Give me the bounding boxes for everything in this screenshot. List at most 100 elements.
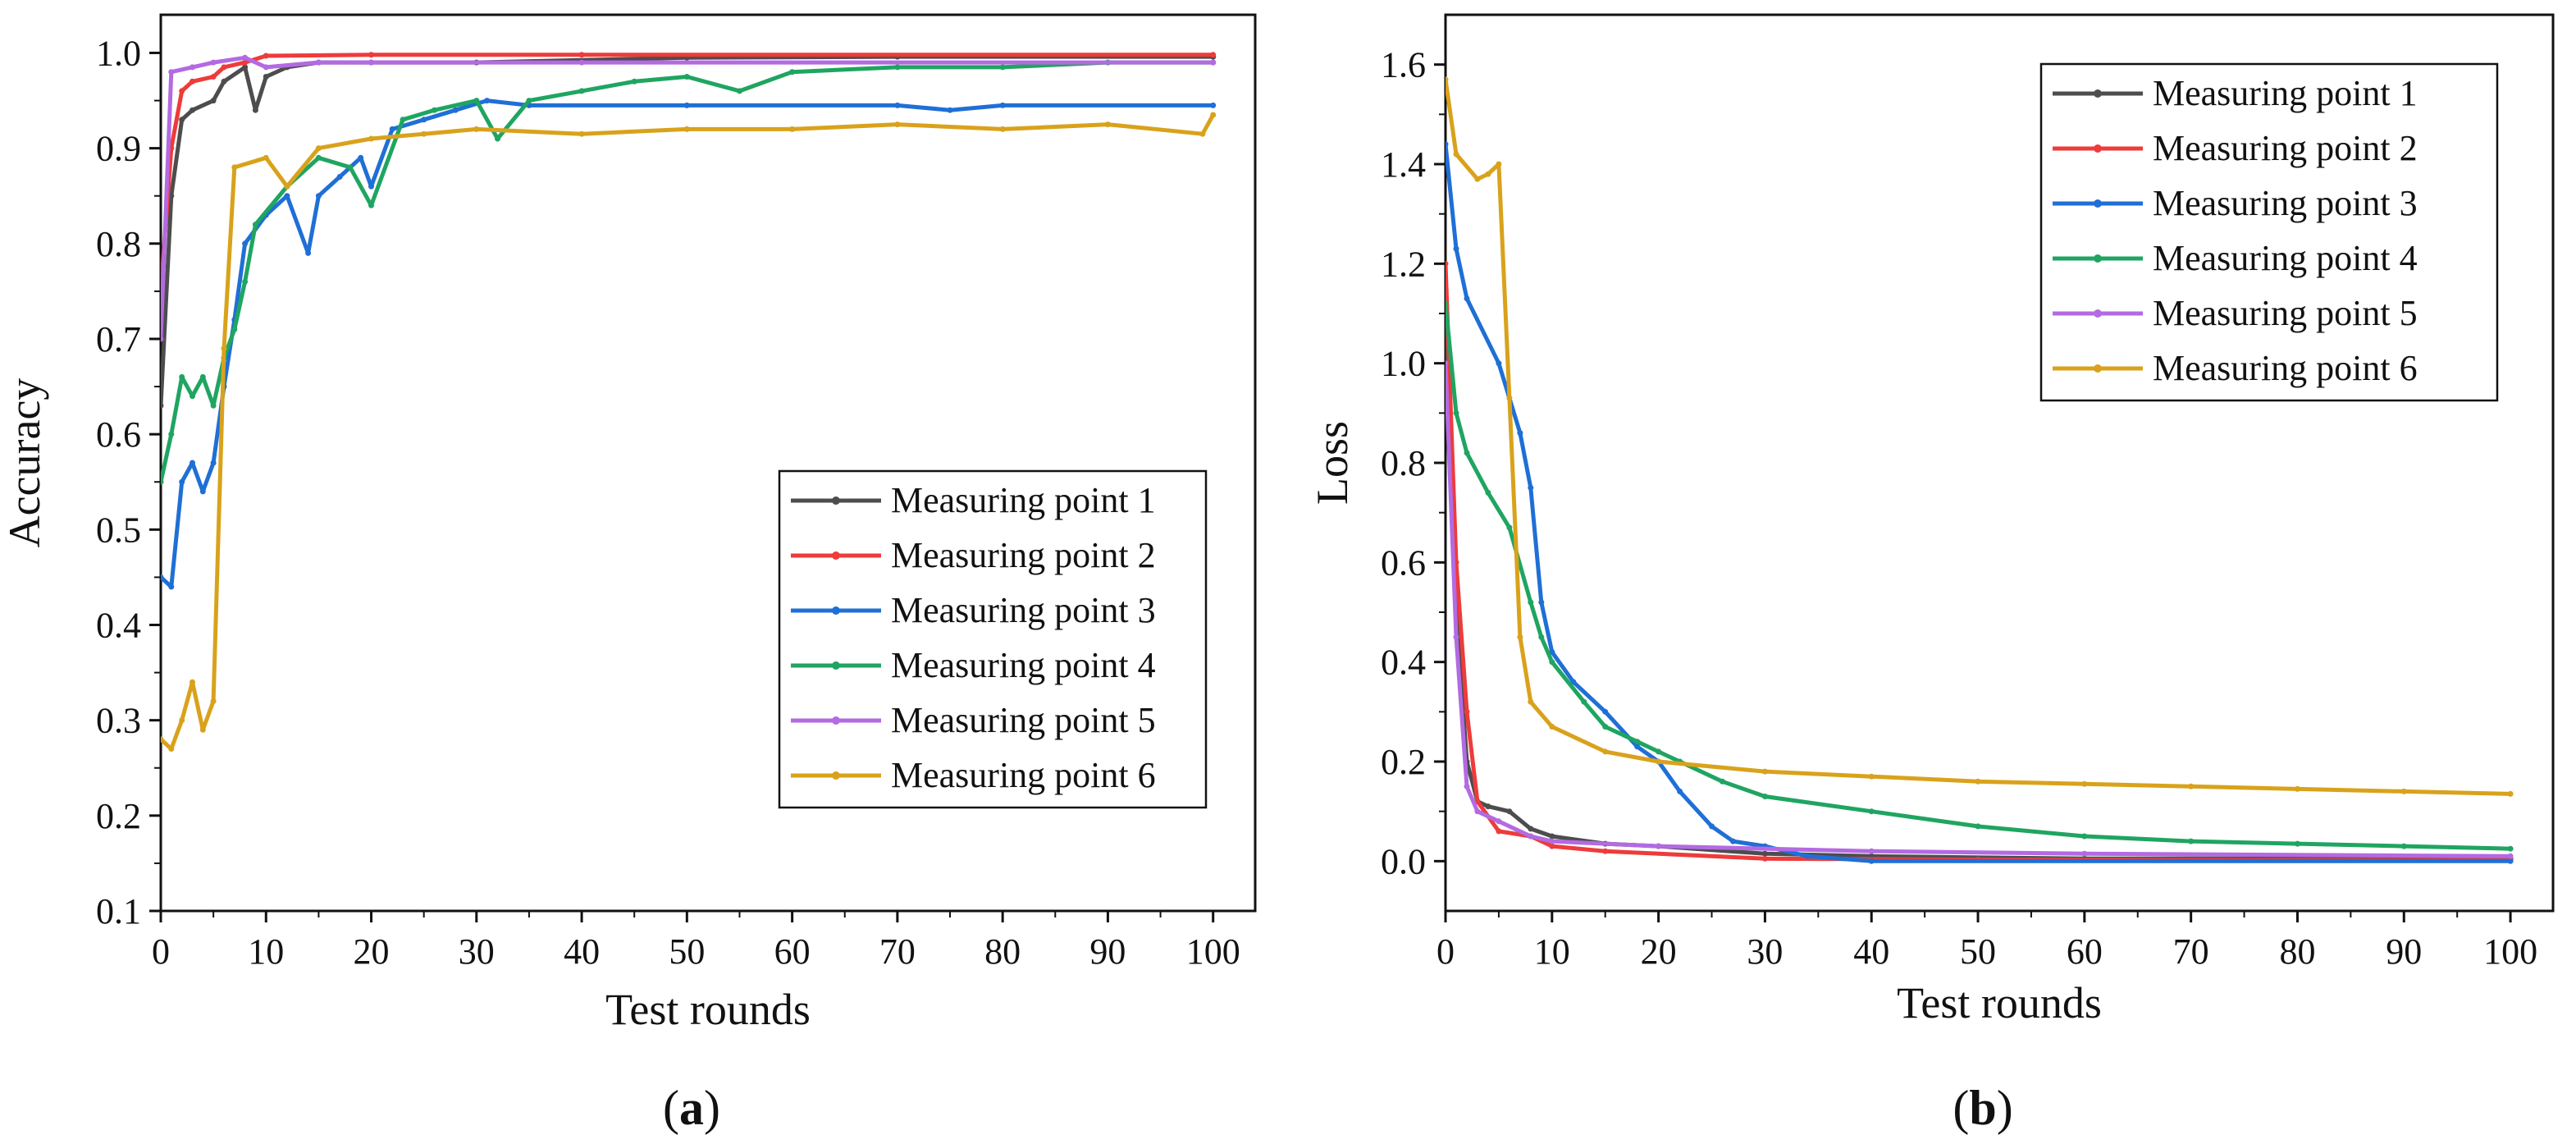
- x-tick-label: 20: [1641, 931, 1677, 972]
- x-tick-label: 0: [1436, 931, 1455, 972]
- data-point-2: [368, 52, 374, 58]
- data-point-4: [1538, 634, 1545, 640]
- data-point-4: [190, 393, 195, 400]
- x-tick-label: 10: [1534, 931, 1570, 972]
- data-point-6: [1656, 758, 1662, 765]
- legend-label-2: Measuring point 2: [2153, 128, 2418, 168]
- data-point-4: [1656, 748, 1662, 755]
- x-tick-label: 90: [2386, 931, 2422, 972]
- x-tick-label: 60: [2067, 931, 2103, 972]
- data-point-3: [1210, 102, 1217, 108]
- data-point-6: [1446, 76, 1449, 83]
- data-point-6: [683, 126, 690, 132]
- data-point-5: [168, 69, 175, 76]
- series-group: [1446, 76, 2514, 864]
- x-tick-label: 50: [1960, 931, 1996, 972]
- data-point-5: [1446, 360, 1449, 367]
- data-point-4: [1634, 739, 1641, 745]
- data-point-4: [2507, 845, 2514, 852]
- data-point-4: [1868, 808, 1875, 815]
- data-point-4: [210, 402, 217, 409]
- y-tick-label: 0.6: [1381, 542, 1426, 583]
- data-point-4: [161, 478, 164, 485]
- data-point-1: [210, 98, 217, 104]
- data-point-3: [999, 102, 1006, 108]
- data-point-3: [1868, 858, 1875, 864]
- legend-label-3: Measuring point 3: [2153, 183, 2418, 223]
- data-point-5: [1868, 848, 1875, 854]
- data-point-3: [421, 117, 427, 123]
- y-tick-label: 0.7: [96, 319, 141, 359]
- data-point-3: [315, 193, 322, 199]
- data-point-2: [1761, 855, 1768, 862]
- data-point-5: [1464, 783, 1470, 789]
- y-tick-label: 0.8: [1381, 443, 1426, 483]
- x-tick-label: 80: [984, 931, 1021, 972]
- data-point-3: [336, 174, 343, 180]
- data-point-6: [1506, 395, 1513, 401]
- data-point-1: [1506, 808, 1513, 815]
- series-line-4: [161, 60, 1216, 484]
- data-point-1: [263, 74, 269, 80]
- data-point-4: [578, 88, 585, 94]
- data-point-4: [631, 78, 637, 85]
- data-point-5: [1474, 808, 1481, 815]
- data-point-3: [389, 126, 395, 132]
- panel-caption: (a): [663, 1081, 720, 1135]
- legend-marker-4: [832, 661, 840, 670]
- y-tick-label: 0.8: [96, 224, 141, 264]
- y-tick-label: 1.0: [1381, 344, 1426, 384]
- x-tick-label: 90: [1089, 931, 1126, 972]
- panel-caption: (b): [1953, 1081, 2012, 1135]
- series-line-6: [161, 112, 1216, 751]
- data-point-3: [1453, 245, 1459, 252]
- data-point-6: [199, 726, 206, 733]
- data-point-6: [1868, 773, 1875, 780]
- data-point-4: [1975, 823, 1981, 830]
- data-point-6: [1528, 698, 1534, 705]
- y-tick-label: 1.4: [1381, 144, 1426, 185]
- data-point-5: [1549, 838, 1555, 844]
- data-point-3: [368, 183, 374, 190]
- data-point-6: [1975, 778, 1981, 785]
- y-tick-label: 0.2: [96, 796, 141, 836]
- legend-box: [778, 469, 1208, 809]
- data-point-6: [2400, 788, 2407, 794]
- data-point-3: [1602, 708, 1609, 715]
- data-point-3: [1517, 430, 1523, 437]
- legend: Measuring point 1 Measuring point 2 Measur…: [778, 469, 1208, 809]
- data-point-5: [161, 336, 164, 342]
- data-point-5: [315, 59, 322, 66]
- legend-box: [2039, 62, 2499, 402]
- data-point-4: [231, 326, 238, 332]
- data-point-4: [495, 135, 500, 142]
- data-point-6: [315, 145, 322, 152]
- data-point-4: [168, 431, 175, 437]
- data-point-1: [242, 64, 249, 71]
- data-point-1: [1761, 850, 1768, 857]
- data-point-3: [1570, 679, 1577, 685]
- data-point-5: [1656, 843, 1662, 849]
- data-point-3: [199, 488, 206, 495]
- x-tick-label: 60: [774, 931, 811, 972]
- data-point-2: [263, 53, 269, 59]
- chart-b: 0 10 20 30 40 50 60 70 80 90 100 0.0 0.2 0.4 0.6 0.8 1.0…: [1308, 13, 2555, 1135]
- data-point-1: [1549, 833, 1555, 840]
- chart-a: 0 10 20 30 40 50 60 70 80 90 100 0.1 0.2 0.3 0.4 0.5 0.6…: [0, 13, 1257, 1135]
- data-point-6: [2188, 783, 2195, 789]
- data-point-2: [1602, 848, 1609, 854]
- data-point-4: [199, 373, 206, 380]
- data-point-3: [168, 583, 175, 590]
- x-tick-label: 20: [354, 931, 390, 972]
- legend: Measuring point 1 Measuring point 2 Measur…: [2039, 62, 2499, 402]
- x-tick-label: 50: [669, 931, 705, 972]
- data-point-3: [1528, 484, 1534, 491]
- data-point-2: [1210, 52, 1217, 58]
- data-point-2: [210, 74, 217, 80]
- data-point-4: [1464, 450, 1470, 456]
- caption-close: ): [1997, 1081, 2013, 1135]
- legend-label-4: Measuring point 4: [2153, 238, 2418, 278]
- x-tick-label: 100: [1186, 931, 1240, 972]
- data-point-3: [161, 574, 164, 580]
